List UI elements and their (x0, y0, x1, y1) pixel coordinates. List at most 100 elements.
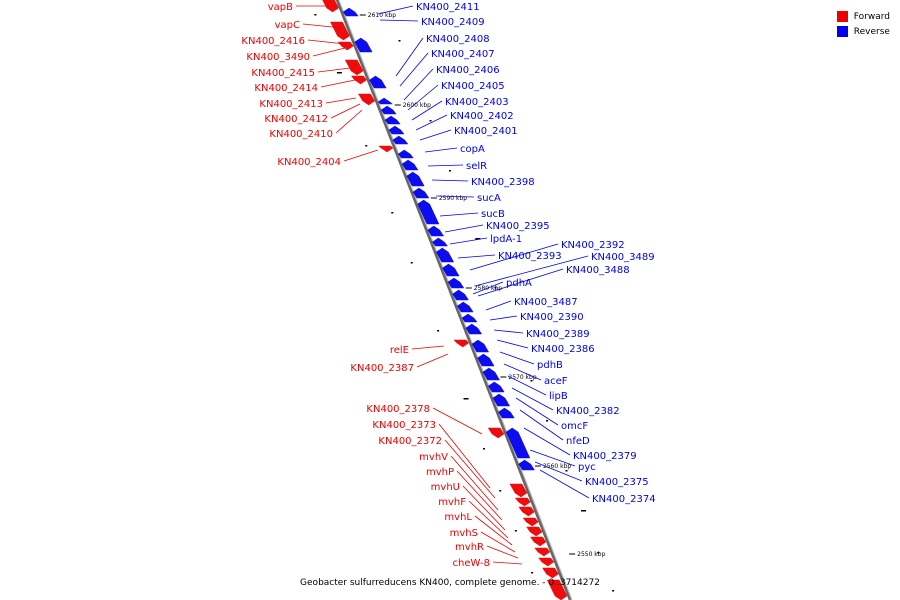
gene-label: pdhB (537, 360, 563, 371)
gene-label: omcF (561, 421, 588, 432)
gene-label: KN400_2378 (366, 404, 430, 415)
gene-arrows (322, 0, 568, 600)
gene-label: KN400_2403 (445, 97, 509, 108)
gene-label: KN400_2412 (264, 114, 328, 125)
gene-labels: vapB vapC KN400_2416 KN400_3490 KN400_2415 KN… (241, 2, 655, 569)
reverse-gene-arrow (442, 263, 460, 277)
gene-label: mvhS (450, 528, 478, 539)
leader-line (468, 500, 509, 539)
gene-label: KN400_2389 (526, 329, 590, 340)
leader-line (343, 149, 379, 162)
leader-line (415, 114, 448, 131)
leader-line (431, 179, 469, 182)
leader-line (432, 407, 483, 435)
forward-gene-arrow (546, 579, 568, 600)
gene-label: KN400_2406 (436, 65, 500, 76)
leader-line (523, 427, 571, 456)
legend-item-reverse: Reverse (836, 24, 890, 39)
forward-gene-arrow (526, 526, 543, 537)
reverse-gene-arrow (369, 75, 387, 89)
reverse-gene-arrow (427, 225, 445, 237)
position-dot (531, 572, 534, 574)
forward-gene-arrow (509, 483, 528, 498)
leader-line (307, 39, 346, 45)
backbone-line (335, 0, 572, 600)
gene-label: selR (466, 161, 487, 172)
leader-line (457, 254, 496, 259)
gene-label: KN400_2372 (378, 436, 442, 447)
forward-gene-arrow (542, 567, 559, 579)
gene-label: KN400_2387 (350, 363, 414, 374)
genome-caption: Geobacter sulfurreducens KN400, complete… (300, 578, 600, 588)
leader-line (399, 52, 429, 87)
position-dot (514, 530, 517, 532)
reverse-gene-arrow (392, 135, 409, 145)
position-dot (398, 40, 401, 42)
reverse-gene-arrow (482, 367, 500, 381)
reverse-gene-arrow (342, 7, 359, 17)
position-dot (437, 330, 440, 332)
leader-line (493, 329, 524, 334)
legend-item-forward: Forward (836, 9, 890, 24)
backbone-shadow (337, 0, 573, 600)
reverse-gene-arrow (380, 105, 397, 115)
reverse-gene-arrow (397, 149, 414, 159)
forward-gene-arrow (538, 557, 555, 567)
gene-label: KN400_2405 (441, 81, 505, 92)
leader-line (450, 455, 499, 511)
leader-line (529, 449, 576, 467)
scale-tick-label: 2570 kbp (508, 374, 536, 381)
gene-label: KN400_2413 (259, 99, 323, 110)
genome-backbone (335, 0, 573, 600)
gene-label: KN400_2390 (520, 312, 584, 323)
reverse-gene-arrow (388, 125, 405, 135)
forward-gene-arrow (487, 427, 505, 439)
reverse-swatch (836, 26, 848, 37)
reverse-gene-arrow (384, 115, 401, 125)
leader-line (499, 351, 535, 365)
gene-label: KN400_2379 (573, 451, 637, 462)
gene-label: mvhP (426, 467, 454, 478)
gene-label: KN400_2395 (486, 221, 550, 232)
position-dots (314, 14, 615, 592)
position-dot (410, 262, 413, 264)
position-dot (612, 590, 615, 592)
gene-label: KN400_2409 (421, 17, 485, 28)
reverse-gene-arrow (471, 339, 490, 353)
reverse-gene-arrow (412, 187, 430, 199)
position-dot (475, 238, 481, 240)
reverse-gene-arrow (461, 313, 478, 323)
reverse-gene-arrow (518, 459, 535, 471)
leader-line (403, 68, 434, 101)
gene-label: KN400_2408 (426, 34, 490, 45)
reverse-gene-arrow (377, 97, 394, 105)
gene-label: KN400_2375 (585, 477, 649, 488)
gene-label: mvhU (431, 482, 460, 493)
gene-label: KN400_3490 (246, 52, 310, 63)
leader-line (485, 300, 512, 311)
reverse-gene-arrow (435, 247, 455, 263)
reverse-gene-arrow (498, 407, 515, 419)
reverse-gene-arrow (487, 381, 505, 393)
gene-label: mvhF (438, 497, 466, 508)
reverse-gene-arrow (456, 301, 474, 313)
leader-line (379, 19, 419, 22)
reverse-gene-arrow (452, 289, 469, 301)
position-dot (494, 287, 497, 289)
position-dot (391, 212, 394, 214)
gene-label: nfeD (566, 436, 590, 447)
leader-line (424, 147, 458, 153)
forward-gene-arrow (330, 21, 350, 41)
leader-line (407, 84, 439, 111)
leader-line (462, 485, 506, 531)
reverse-gene-arrow (465, 323, 483, 335)
gene-label: vapB (268, 2, 293, 13)
reverse-gene-arrow (477, 353, 495, 367)
leader-line (469, 243, 559, 271)
leader-line (427, 164, 464, 167)
position-dot (482, 448, 485, 450)
gene-label: aceF (544, 376, 568, 387)
gene-label: KN400_2410 (269, 129, 333, 140)
position-dot (546, 420, 549, 422)
